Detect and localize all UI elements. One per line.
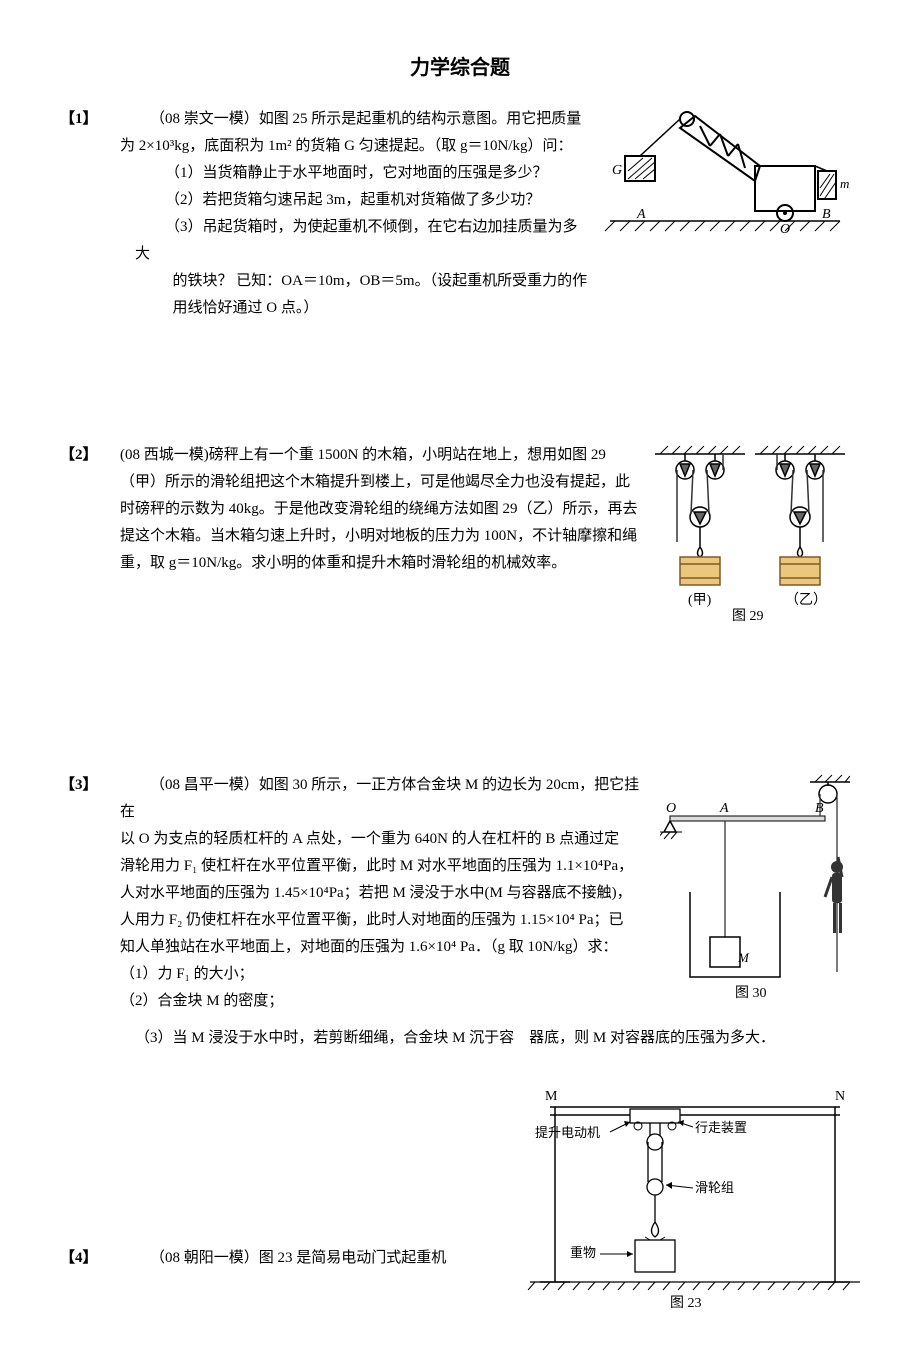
- problem-4: 【4】 （08 朝阳一模）图 23 是简易电动门式起重机 M N 提升电动机: [60, 1082, 860, 1322]
- p1-figure: G m₀ A O B: [600, 106, 850, 246]
- p3-q2: （2）合金块 M 的密度；: [120, 988, 650, 1015]
- p1-q2: （2）若把货箱匀速吊起 3m，起重机对货箱做了多少功？: [135, 187, 590, 214]
- svg-text:A: A: [719, 801, 729, 816]
- p1-stem: （08 崇文一模）如图 25 所示是起重机的结构示意图。用它把质量为 2×10³…: [120, 106, 590, 160]
- svg-text:提升电动机: 提升电动机: [535, 1125, 600, 1140]
- svg-text:图 30: 图 30: [735, 986, 767, 1001]
- problem-2: 【2】 (08 西城一模)磅秤上有一个重 1500N 的木箱，小明站在地上，想用…: [60, 442, 860, 632]
- p3-l3: 滑轮用力 F₁ 使杠杆在水平位置平衡，此时 M 对水平地面的压强为 1.1×10…: [120, 853, 650, 880]
- svg-text:O: O: [780, 222, 790, 236]
- p4-figure: M N 提升电动机 行走装置 滑轮组: [500, 1082, 870, 1322]
- svg-text:N: N: [835, 1089, 845, 1104]
- p1-q3b: 的铁块？ 已知：OA＝10m，OB＝5m。（设起重机所受重力的作用线恰好通过 O…: [173, 268, 591, 322]
- p3-l4: 人对水平地面的压强为 1.45×10⁴Pa；若把 M 浸没于水中(M 与容器底不…: [120, 880, 650, 907]
- problem-3-body: （08 昌平一模）如图 30 所示，一正方体合金块 M 的边长为 20cm，把它…: [120, 772, 660, 1015]
- svg-text:图 23: 图 23: [670, 1296, 702, 1311]
- problem-2-body: (08 西城一模)磅秤上有一个重 1500N 的木箱，小明站在地上，想用如图 2…: [120, 442, 650, 577]
- p3-l2: 以 O 为支点的轻质杠杆的 A 点处，一个重为 640N 的人在杠杆的 B 点通…: [120, 826, 650, 853]
- svg-text:图 29: 图 29: [732, 609, 764, 622]
- p3-l1: （08 昌平一模）如图 30 所示，一正方体合金块 M 的边长为 20cm，把它…: [120, 772, 650, 826]
- p1-q1: （1）当货箱静止于水平地面时，它对地面的压强是多少？: [135, 160, 590, 187]
- svg-text:滑轮组: 滑轮组: [695, 1180, 734, 1195]
- svg-text:M: M: [545, 1089, 558, 1104]
- svg-text:O: O: [666, 801, 676, 816]
- svg-text:m₀: m₀: [840, 176, 850, 191]
- p2-figure: (甲) （乙） 图 29: [650, 442, 850, 632]
- p3-q1: （1）力 F₁ 的大小；: [120, 961, 650, 988]
- p2-text: (08 西城一模)磅秤上有一个重 1500N 的木箱，小明站在地上，想用如图 2…: [120, 442, 640, 577]
- problem-1-body: （08 崇文一模）如图 25 所示是起重机的结构示意图。用它把质量为 2×10³…: [120, 106, 600, 322]
- p3-l5: 人用力 F₂ 仍使杠杆在水平位置平衡，此时人对地面的压强为 1.15×10⁴ P…: [120, 907, 650, 934]
- problem-2-number: 【2】: [60, 442, 120, 469]
- page-title: 力学综合题: [60, 50, 860, 86]
- p3-l6: 知人单独站在水平地面上，对地面的压强为 1.6×10⁴ Pa．（g 取 10N/…: [120, 934, 650, 961]
- svg-text:B: B: [815, 801, 824, 816]
- problem-3: 【3】 （08 昌平一模）如图 30 所示，一正方体合金块 M 的边长为 20c…: [60, 772, 860, 1015]
- svg-text:B: B: [822, 207, 831, 222]
- problem-1-number: 【1】: [60, 106, 120, 133]
- p4-text: （08 朝阳一模）图 23 是简易电动门式起重机: [120, 1245, 446, 1272]
- p3-q3: （3）当 M 浸没于水中时，若剪断细绳，合金块 M 沉于容 器底，则 M 对容器…: [60, 1025, 860, 1052]
- svg-text:M: M: [737, 950, 750, 965]
- svg-text:G: G: [612, 163, 622, 178]
- p1-q3a: （3）吊起货箱时，为使起重机不倾倒，在它右边加挂质量为多大: [135, 214, 590, 268]
- problem-3-number: 【3】: [60, 772, 120, 799]
- svg-text:(甲): (甲): [688, 593, 712, 608]
- svg-text:（乙）: （乙）: [785, 592, 827, 608]
- pulley-diagram-icon: (甲) （乙） 图 29: [650, 442, 850, 622]
- problem-1: 【1】 （08 崇文一模）如图 25 所示是起重机的结构示意图。用它把质量为 2…: [60, 106, 860, 322]
- crane-diagram-icon: G m₀ A O B: [600, 106, 850, 236]
- p3-figure: M O A B 图 30: [660, 772, 850, 1012]
- lever-diagram-icon: M O A B 图 30: [660, 772, 850, 1002]
- problem-4-number: 【4】: [60, 1245, 120, 1272]
- svg-text:重物: 重物: [570, 1245, 596, 1260]
- svg-text:A: A: [636, 207, 646, 222]
- gantry-crane-icon: M N 提升电动机 行走装置 滑轮组: [500, 1082, 870, 1312]
- svg-text:行走装置: 行走装置: [695, 1120, 747, 1135]
